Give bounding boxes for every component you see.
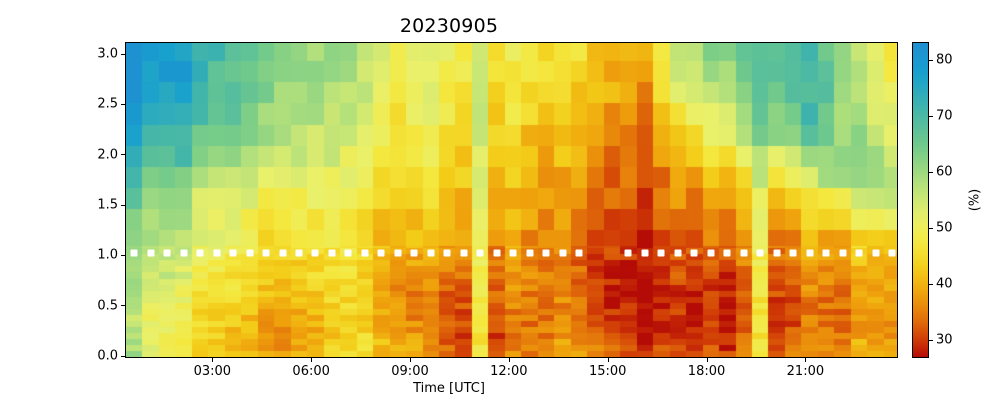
colorbar-tick-label: 70 xyxy=(936,108,953,124)
colorbar-tick xyxy=(929,284,933,286)
colorbar-tick xyxy=(929,340,933,342)
y-axis-tick-label: 0.5 xyxy=(97,298,118,314)
x-axis-tick xyxy=(706,358,708,362)
marker-dot xyxy=(377,249,385,257)
x-axis-tick xyxy=(212,358,214,362)
plot-area[interactable] xyxy=(125,42,898,358)
marker-dot xyxy=(163,249,171,257)
x-axis-tick-label: 18:00 xyxy=(687,364,726,379)
marker-dot xyxy=(427,249,435,257)
marker-dot xyxy=(756,249,764,257)
y-axis-tick-label: 1.5 xyxy=(97,197,118,213)
x-axis-tick-label: 03:00 xyxy=(193,364,232,379)
marker-dot xyxy=(295,249,303,257)
x-axis-tick xyxy=(607,358,609,362)
y-axis-tick-label: 3.0 xyxy=(97,46,118,62)
marker-dot xyxy=(575,249,583,257)
x-axis-tick xyxy=(311,358,313,362)
marker-dot xyxy=(213,249,221,257)
colorbar-tick-label: 80 xyxy=(936,52,953,68)
marker-dot xyxy=(559,249,567,257)
y-axis-tick-label: 1.0 xyxy=(97,247,118,263)
y-axis-tick xyxy=(121,355,125,357)
marker-dot xyxy=(855,249,863,257)
marker-dot xyxy=(723,249,731,257)
colorbar-tick xyxy=(929,228,933,230)
x-axis-tick-label: 06:00 xyxy=(292,364,330,379)
marker-dot xyxy=(147,249,155,257)
colorbar-tick-label: 30 xyxy=(936,332,953,348)
colorbar-tick-label: 40 xyxy=(936,276,953,292)
y-axis-tick-label: 2.0 xyxy=(97,147,118,163)
marker-dot xyxy=(493,249,501,257)
marker-dot xyxy=(229,249,237,257)
marker-dot xyxy=(624,249,632,257)
marker-dot xyxy=(888,249,896,257)
marker-dot xyxy=(262,249,270,257)
marker-series-layer xyxy=(126,43,897,357)
marker-dot xyxy=(180,249,188,257)
marker-dot xyxy=(410,249,418,257)
colorbar-tick-label: 50 xyxy=(936,220,953,236)
marker-dot xyxy=(130,249,138,257)
x-axis-tick-label: 21:00 xyxy=(786,364,825,379)
marker-dot xyxy=(872,249,880,257)
marker-dot xyxy=(460,249,468,257)
colorbar-tick-label: 60 xyxy=(936,164,953,180)
marker-dot xyxy=(657,249,665,257)
marker-dot xyxy=(542,249,550,257)
x-axis-label: Time [UTC] xyxy=(413,381,485,396)
marker-dot xyxy=(328,249,336,257)
marker-dot xyxy=(509,249,517,257)
y-axis-tick-label: 2.5 xyxy=(97,96,118,112)
marker-dot xyxy=(641,249,649,257)
marker-dot xyxy=(196,249,204,257)
y-axis-tick xyxy=(121,204,125,206)
x-axis-tick-label: 09:00 xyxy=(391,364,429,379)
marker-dot xyxy=(394,249,402,257)
colorbar-gradient xyxy=(913,43,928,357)
marker-dot xyxy=(526,249,534,257)
y-axis-tick xyxy=(121,305,125,307)
marker-dot xyxy=(279,249,286,257)
marker-dot xyxy=(443,249,451,257)
marker-dot xyxy=(311,249,319,257)
x-axis-tick-label: 15:00 xyxy=(588,364,627,379)
marker-dot xyxy=(476,249,484,257)
marker-dot xyxy=(740,249,748,257)
y-axis-tick xyxy=(121,103,125,105)
marker-dot xyxy=(344,249,352,257)
marker-dot xyxy=(707,249,715,257)
y-axis-tick xyxy=(121,254,125,256)
marker-dot xyxy=(822,249,830,257)
colorbar-tick xyxy=(929,59,933,61)
y-axis-tick-label: 0.0 xyxy=(97,348,118,364)
marker-dot xyxy=(361,249,369,257)
heatmap-canvas[interactable] xyxy=(126,43,897,357)
colorbar[interactable] xyxy=(912,42,929,358)
y-axis-tick xyxy=(121,53,125,55)
marker-dot xyxy=(839,249,847,257)
colorbar-tick xyxy=(929,171,933,173)
marker-dot xyxy=(674,249,682,257)
marker-dot xyxy=(806,249,814,257)
colorbar-label: (%) xyxy=(967,188,983,212)
y-axis-tick xyxy=(121,154,125,156)
x-axis-tick-label: 12:00 xyxy=(490,364,528,379)
marker-dot xyxy=(789,249,797,257)
x-axis-tick xyxy=(508,358,510,362)
marker-dot xyxy=(690,249,698,257)
marker-dot xyxy=(246,249,254,257)
marker-dot xyxy=(773,249,781,257)
colorbar-tick xyxy=(929,115,933,117)
page-title: 20230905 xyxy=(399,15,499,37)
x-axis-tick xyxy=(410,358,411,362)
x-axis-tick xyxy=(805,358,807,362)
